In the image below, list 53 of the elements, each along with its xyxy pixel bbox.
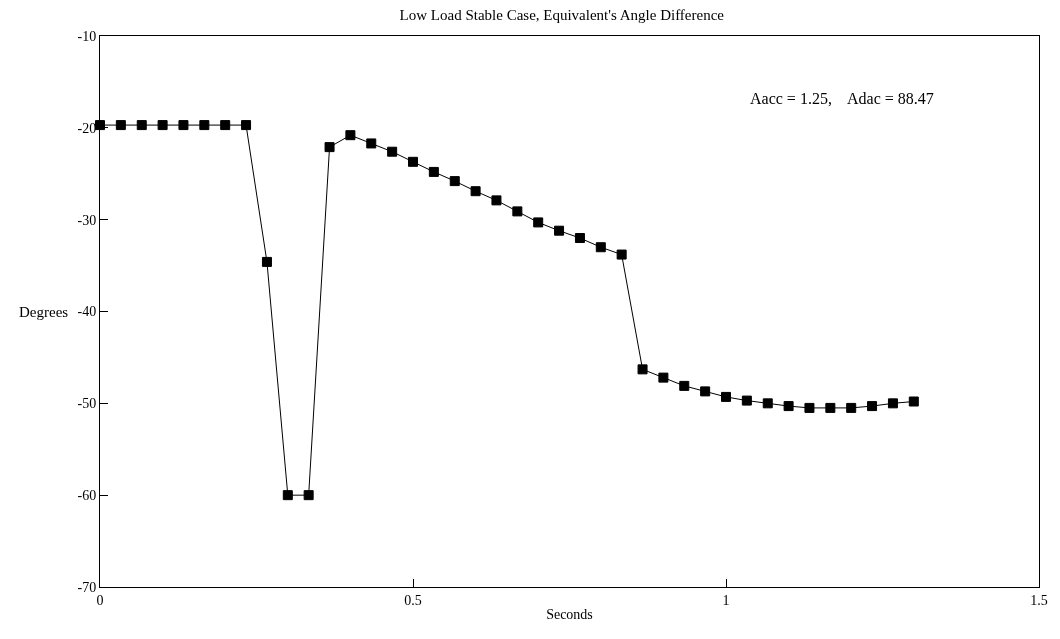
- point: [825, 402, 836, 413]
- point: [867, 401, 878, 412]
- annotation: Aacc = 1.25, Adac = 88.47: [750, 90, 934, 107]
- point: [679, 380, 690, 391]
- y-tick-label: -60: [77, 488, 97, 504]
- point: [303, 490, 314, 501]
- point: [115, 120, 126, 131]
- point: [741, 395, 752, 406]
- point: [199, 120, 210, 131]
- y-tick-label: -40: [77, 304, 97, 320]
- point: [595, 242, 606, 253]
- point: [491, 195, 502, 206]
- point: [157, 120, 168, 131]
- point: [470, 186, 481, 197]
- point: [762, 398, 773, 409]
- point: [178, 120, 189, 131]
- point: [783, 401, 794, 412]
- point: [908, 396, 919, 407]
- point: [136, 120, 147, 131]
- point: [428, 166, 439, 177]
- point: [887, 398, 898, 409]
- point: [700, 386, 711, 397]
- x-tick-label: 1: [722, 592, 730, 608]
- point: [345, 130, 356, 141]
- point: [387, 146, 398, 157]
- y-tick-label: -30: [77, 212, 97, 228]
- chart-title: Low Load Stable Case, Equivalent's Angle Difference: [399, 7, 725, 24]
- point: [261, 256, 272, 267]
- point: [512, 206, 523, 217]
- point: [846, 402, 857, 413]
- point: [324, 142, 335, 153]
- point: [282, 490, 293, 501]
- x-tick-label: 0: [96, 592, 104, 608]
- y-tick-label: -10: [77, 28, 97, 44]
- point: [366, 138, 377, 149]
- x-tick-label: 1.5: [1030, 592, 1048, 608]
- y-axis-title: Degrees: [19, 304, 69, 320]
- y-tick-label: -70: [77, 579, 97, 595]
- point: [449, 176, 460, 187]
- x-tick-label: 0.5: [404, 592, 422, 608]
- point: [804, 402, 815, 413]
- point: [554, 225, 565, 236]
- point: [241, 120, 252, 131]
- point: [637, 364, 648, 375]
- point: [616, 249, 627, 260]
- y-tick-label: -50: [77, 396, 97, 412]
- x-axis-title: Seconds: [546, 607, 593, 623]
- point: [721, 391, 731, 402]
- point: [408, 156, 418, 167]
- point: [533, 217, 544, 228]
- point: [658, 372, 669, 383]
- point: [220, 120, 231, 131]
- point: [574, 233, 585, 244]
